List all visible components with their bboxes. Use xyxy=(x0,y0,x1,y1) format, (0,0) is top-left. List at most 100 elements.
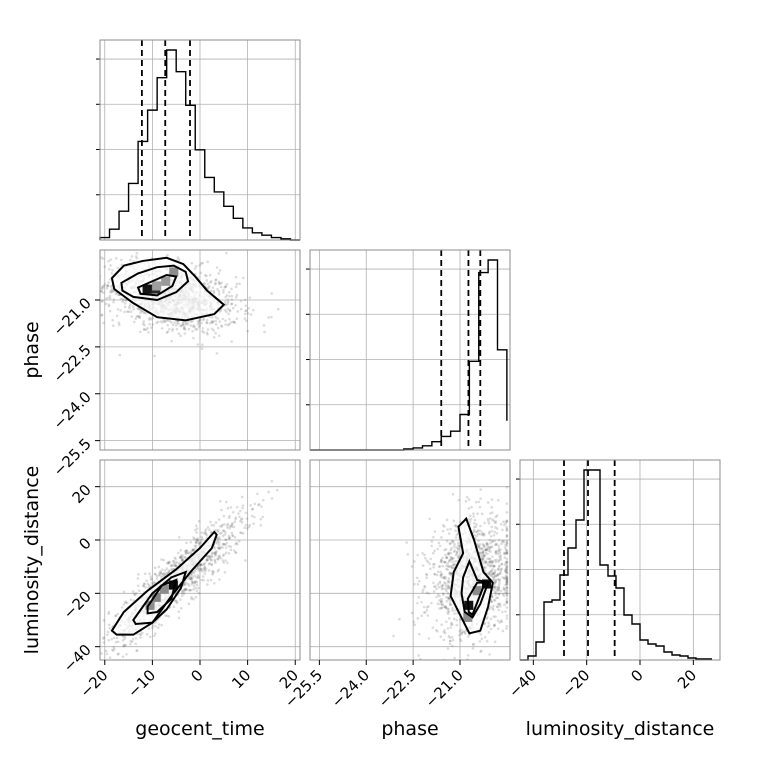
sample-point xyxy=(194,264,198,268)
sample-point xyxy=(494,560,498,564)
sample-point xyxy=(450,547,453,550)
sample-point xyxy=(487,630,491,634)
sample-point xyxy=(122,590,126,594)
sample-point xyxy=(206,282,210,286)
sample-point xyxy=(235,282,239,286)
sample-point xyxy=(444,584,448,588)
sample-point xyxy=(193,544,197,548)
sample-point xyxy=(113,647,116,651)
sample-point xyxy=(239,518,243,521)
sample-point xyxy=(102,641,105,644)
sample-point xyxy=(494,515,498,519)
sample-point xyxy=(247,307,250,310)
sample-point xyxy=(182,590,186,594)
sample-point xyxy=(442,576,446,580)
sample-point xyxy=(479,497,482,500)
sample-point xyxy=(505,586,509,589)
sample-point xyxy=(455,546,458,549)
sample-point xyxy=(178,556,182,560)
sample-point xyxy=(121,300,124,304)
sample-point xyxy=(196,537,200,540)
sample-point xyxy=(476,543,480,547)
sample-point xyxy=(490,574,494,577)
sample-point xyxy=(181,557,185,561)
sample-point xyxy=(186,320,190,324)
sample-point xyxy=(208,555,212,558)
sample-point xyxy=(216,529,220,532)
sample-point xyxy=(495,574,498,578)
sample-point xyxy=(230,298,234,301)
sample-point xyxy=(505,542,509,545)
sample-point xyxy=(149,577,153,580)
sample-point xyxy=(413,560,416,563)
sample-point xyxy=(112,300,115,304)
sample-point xyxy=(118,353,122,357)
sample-point xyxy=(158,571,161,575)
sample-point xyxy=(194,328,197,331)
sample-point xyxy=(486,667,489,670)
sample-point xyxy=(131,305,135,308)
sample-point xyxy=(245,309,248,312)
sample-point xyxy=(209,531,213,534)
sample-point xyxy=(247,525,251,529)
sample-point xyxy=(433,549,436,553)
sample-point xyxy=(488,653,491,656)
sample-point xyxy=(492,608,495,611)
sample-point xyxy=(473,518,477,522)
sample-point xyxy=(179,334,182,338)
sample-point xyxy=(78,284,81,287)
sample-point xyxy=(505,561,509,564)
sample-point xyxy=(135,256,139,260)
sample-point xyxy=(420,600,423,604)
sample-point xyxy=(197,569,200,572)
sample-point xyxy=(201,570,205,573)
sample-point xyxy=(418,632,421,636)
sample-point xyxy=(179,554,183,557)
sample-point xyxy=(481,550,485,553)
sample-point xyxy=(170,321,173,324)
sample-point xyxy=(427,637,431,640)
sample-point xyxy=(173,321,177,324)
sample-point xyxy=(203,529,207,533)
sample-point xyxy=(491,518,494,521)
sample-point xyxy=(485,548,488,551)
sample-point xyxy=(212,291,216,295)
sample-point xyxy=(173,599,177,603)
sample-point xyxy=(94,647,97,650)
sample-point xyxy=(234,275,238,279)
sample-point xyxy=(106,633,109,637)
sample-point xyxy=(448,603,452,607)
sample-point xyxy=(447,617,451,620)
sample-point xyxy=(446,612,450,615)
sample-point xyxy=(207,286,210,290)
y-tick-label-phase: −21.0 xyxy=(50,294,95,339)
sample-point xyxy=(456,547,460,550)
sample-point xyxy=(243,317,247,320)
sample-point xyxy=(88,264,91,267)
sample-point xyxy=(210,554,214,557)
sample-point xyxy=(214,282,217,286)
sample-point xyxy=(209,520,212,524)
sample-point xyxy=(202,563,205,566)
sample-point xyxy=(230,525,234,528)
sample-point xyxy=(115,636,119,640)
sample-point xyxy=(195,566,199,570)
sample-point xyxy=(170,567,173,571)
sample-point xyxy=(122,298,125,302)
sample-point xyxy=(188,577,192,581)
sample-point xyxy=(493,582,497,585)
sample-point xyxy=(433,573,436,576)
sample-point xyxy=(182,588,186,592)
sample-point xyxy=(497,587,500,591)
sample-point xyxy=(241,506,244,510)
sample-point xyxy=(455,533,459,537)
sample-point xyxy=(492,624,496,628)
sample-point xyxy=(229,548,233,552)
sample-point xyxy=(489,617,493,621)
sample-point xyxy=(194,595,198,599)
sample-point xyxy=(490,540,494,543)
sample-point xyxy=(217,518,221,521)
sample-point xyxy=(426,560,430,564)
sample-point xyxy=(503,576,506,580)
sample-point xyxy=(505,535,509,539)
